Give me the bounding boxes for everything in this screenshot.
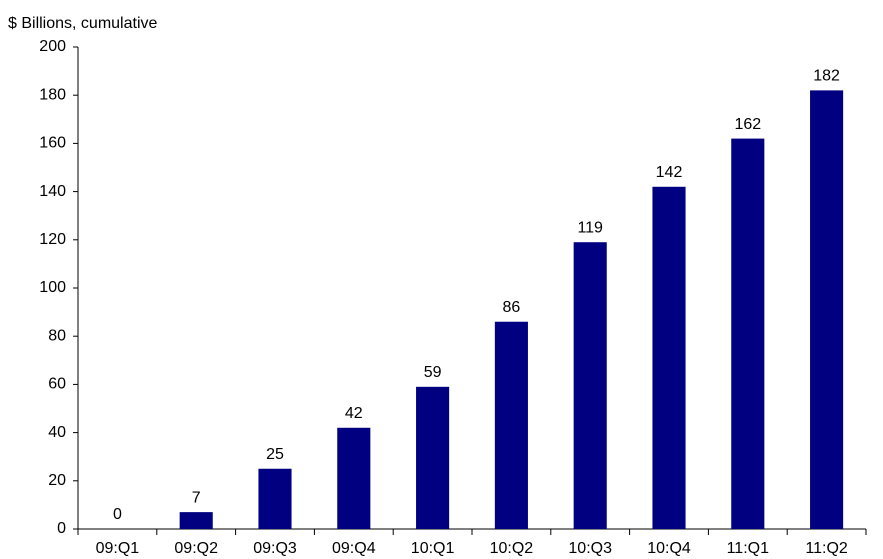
x-tick-label: 09:Q2	[174, 540, 218, 557]
bar	[494, 321, 528, 529]
x-tick-label: 09:Q1	[96, 540, 140, 557]
bar	[731, 138, 765, 529]
x-tick-label: 10:Q2	[490, 540, 534, 557]
x-tick-label: 11:Q1	[727, 540, 770, 557]
y-tick-label: 80	[48, 327, 66, 344]
chart-subtitle: $ Billions, cumulative	[8, 15, 158, 32]
bar	[337, 427, 371, 529]
value-label: 86	[503, 299, 521, 316]
bar	[179, 512, 213, 529]
x-tick-label: 10:Q4	[647, 540, 691, 557]
y-tick-label: 140	[39, 183, 66, 200]
y-tick-label: 120	[39, 231, 66, 248]
value-label: 42	[345, 405, 363, 422]
value-label: 59	[424, 364, 442, 381]
value-label: 162	[734, 116, 761, 133]
x-tick-label: 11:Q2	[805, 540, 848, 557]
value-label: 7	[192, 489, 201, 506]
value-label: 25	[266, 446, 284, 463]
bar	[416, 386, 450, 529]
x-tick-label: 09:Q4	[332, 540, 376, 557]
y-tick-label: 180	[39, 86, 66, 103]
value-label: 119	[577, 219, 603, 236]
x-tick-label: 10:Q3	[568, 540, 612, 557]
bar	[258, 468, 292, 529]
value-label: 182	[813, 68, 840, 85]
value-label: 142	[656, 164, 683, 181]
y-tick-label: 160	[39, 135, 66, 152]
x-tick-label: 09:Q3	[253, 540, 297, 557]
y-tick-label: 60	[48, 376, 66, 393]
y-tick-label: 200	[39, 38, 66, 55]
y-tick-label: 40	[48, 424, 66, 441]
bar	[652, 186, 686, 529]
y-tick-label: 0	[57, 520, 66, 537]
y-tick-label: 20	[48, 472, 66, 489]
value-label: 0	[113, 506, 122, 523]
y-tick-label: 100	[39, 279, 66, 296]
bar	[573, 242, 607, 529]
x-tick-label: 10:Q1	[411, 540, 455, 557]
bar	[810, 90, 844, 529]
